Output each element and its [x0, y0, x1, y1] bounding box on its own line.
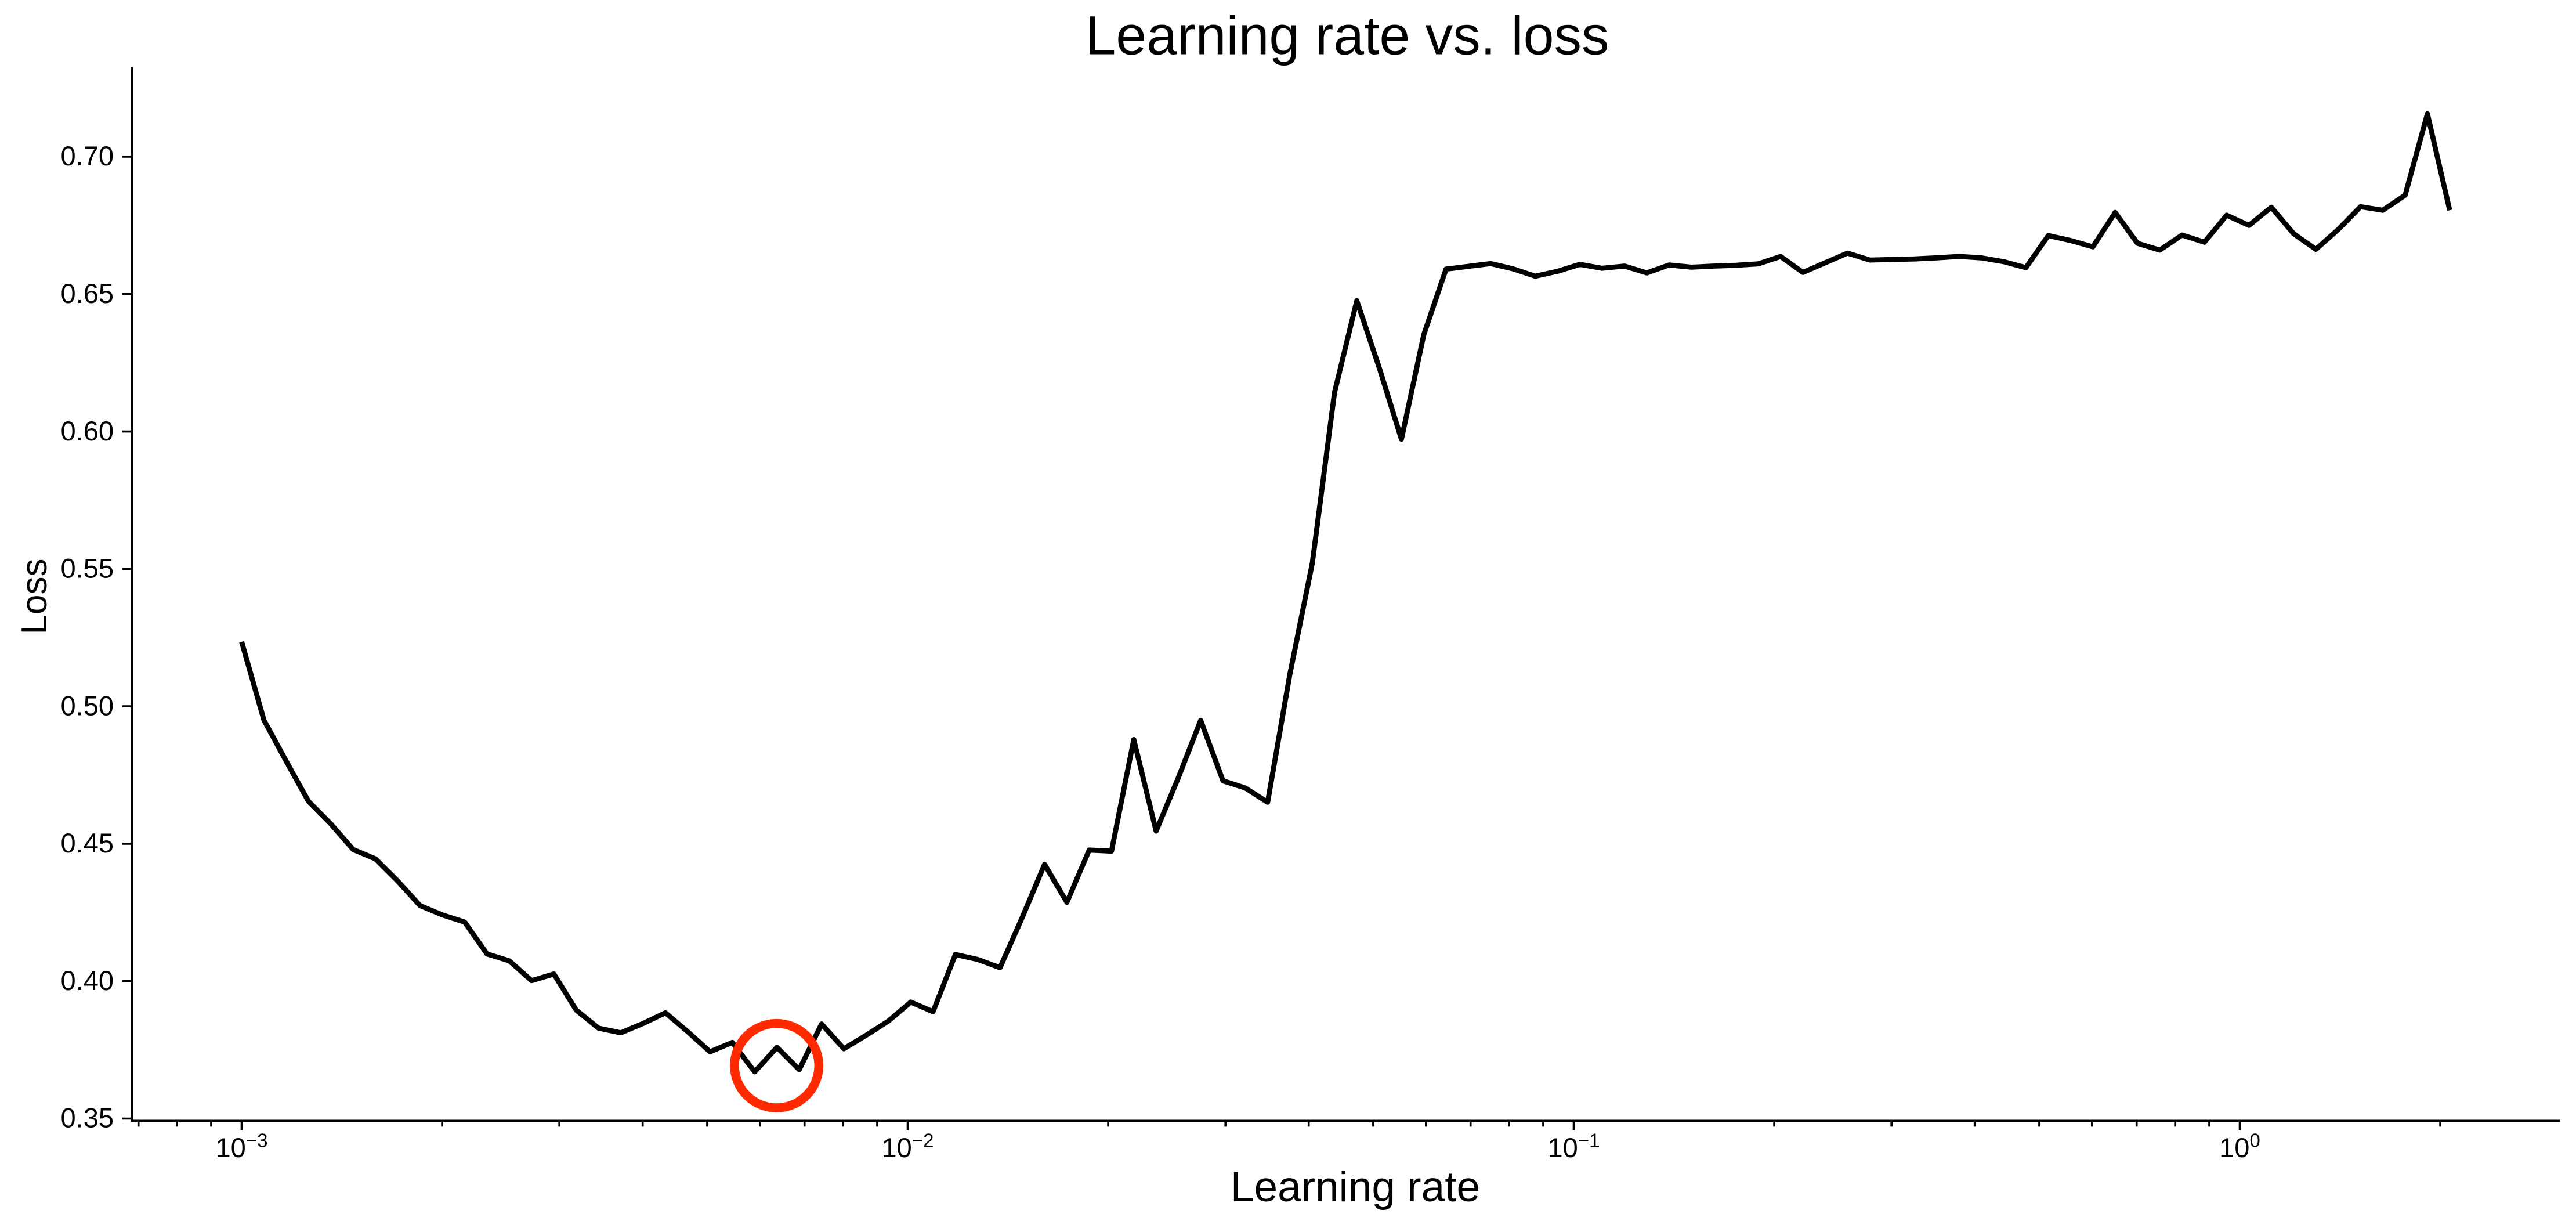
svg-text:0.40: 0.40 — [61, 965, 114, 996]
svg-text:10−3: 10−3 — [216, 1130, 268, 1164]
svg-text:0.45: 0.45 — [61, 828, 114, 858]
svg-text:0.70: 0.70 — [61, 140, 114, 171]
svg-text:0.65: 0.65 — [61, 278, 114, 309]
svg-text:0.35: 0.35 — [61, 1103, 114, 1133]
svg-text:Learning rate vs. loss: Learning rate vs. loss — [1086, 5, 1609, 66]
svg-text:0.50: 0.50 — [61, 690, 114, 721]
svg-text:0.60: 0.60 — [61, 416, 114, 446]
svg-text:0.55: 0.55 — [61, 553, 114, 584]
svg-text:Learning rate: Learning rate — [1231, 1164, 1480, 1211]
svg-text:Loss: Loss — [15, 559, 55, 635]
